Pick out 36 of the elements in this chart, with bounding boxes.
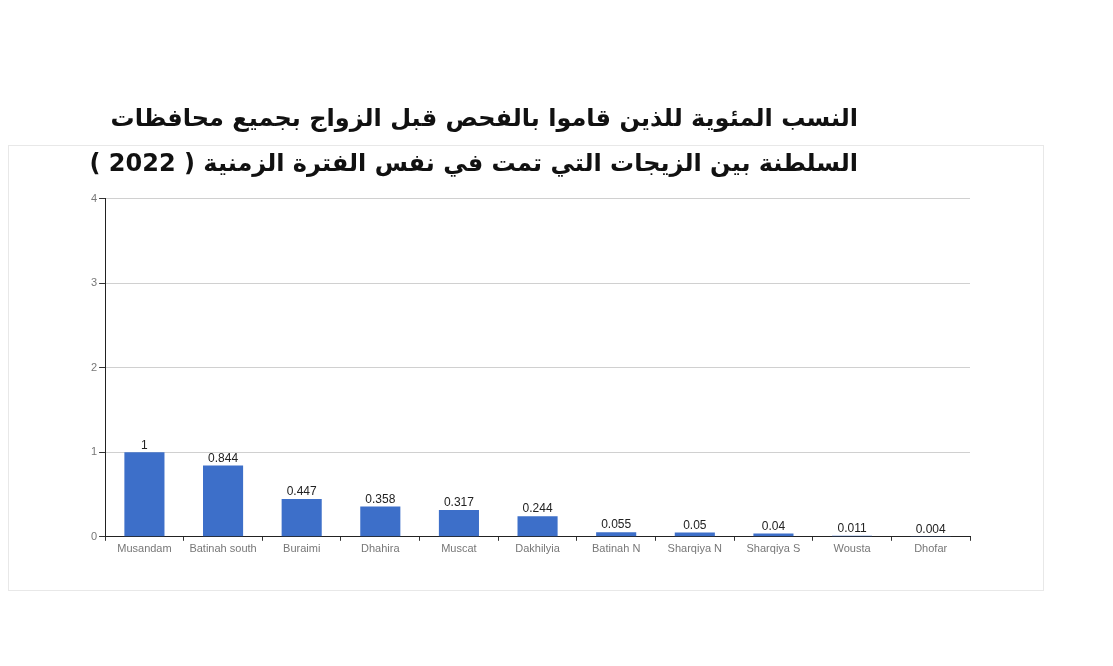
chart-title: النسب المئوية للذين قاموا بالفحص قبل الزواج بجميع محافظات السلطنة بين الزيجات التي تمت في نفس الفترة الزمنية ( 2022 ) <box>88 103 858 179</box>
y-tick-label: 4 <box>90 191 98 204</box>
data-label: 0.244 <box>522 501 553 516</box>
x-tick-label: Dakhilyia <box>515 542 561 555</box>
x-tick-label: Sharqiya N <box>667 542 723 555</box>
bar <box>281 499 322 537</box>
y-tick-label: 0 <box>90 529 98 542</box>
data-label: 0.447 <box>286 484 318 499</box>
x-tick-label: Dhofar <box>914 542 948 555</box>
data-label: 0.358 <box>365 491 396 506</box>
data-label: 0.055 <box>601 517 632 532</box>
y-tick-label: 2 <box>90 360 98 373</box>
bar <box>753 533 794 537</box>
x-tick-label: Batinah N <box>592 542 641 555</box>
x-tick-label: Sharqiya S <box>746 542 801 555</box>
data-label: 1 <box>141 437 149 452</box>
x-tick-label: Dhahira <box>361 542 401 555</box>
x-tick-label: Batinah south <box>189 542 257 555</box>
data-label: 0.004 <box>915 521 947 536</box>
x-tick-label: Muscat <box>441 542 477 555</box>
bar <box>596 532 637 537</box>
data-label: 0.05 <box>683 517 707 532</box>
x-tick-label: Musandam <box>117 542 172 555</box>
bar <box>517 516 558 537</box>
y-tick-label: 3 <box>90 276 98 289</box>
y-tick-label: 1 <box>90 445 98 458</box>
bar <box>438 510 479 537</box>
data-label: 0.844 <box>208 450 239 465</box>
bar <box>203 465 244 537</box>
bar <box>360 506 401 537</box>
x-tick-label: Buraimi <box>283 542 321 555</box>
bar <box>124 452 165 537</box>
data-label: 0.04 <box>761 518 786 533</box>
x-tick-label: Wousta <box>833 542 872 555</box>
data-label: 0.011 <box>837 521 867 536</box>
data-label: 0.317 <box>443 495 475 510</box>
